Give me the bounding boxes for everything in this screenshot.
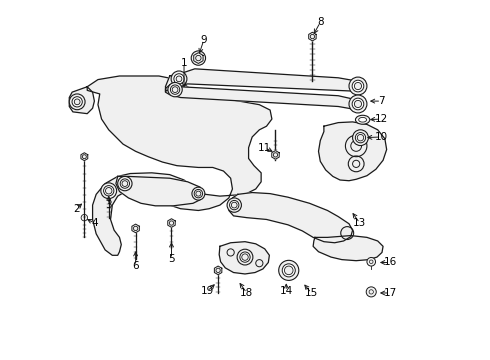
Text: 10: 10: [375, 132, 388, 142]
Circle shape: [192, 187, 205, 200]
Circle shape: [352, 80, 364, 92]
Polygon shape: [318, 122, 387, 181]
Circle shape: [171, 85, 180, 94]
Polygon shape: [87, 76, 272, 255]
Circle shape: [176, 76, 182, 82]
Circle shape: [353, 130, 368, 145]
Circle shape: [349, 77, 367, 95]
Circle shape: [279, 260, 299, 280]
Polygon shape: [313, 235, 383, 261]
Polygon shape: [69, 87, 95, 114]
Text: 2: 2: [73, 204, 80, 214]
Circle shape: [227, 198, 242, 212]
Circle shape: [357, 134, 364, 141]
Text: 4: 4: [91, 218, 98, 228]
Text: 3: 3: [105, 200, 112, 210]
Text: 14: 14: [280, 286, 293, 296]
Polygon shape: [116, 176, 204, 206]
Text: 15: 15: [305, 288, 318, 298]
Text: 9: 9: [200, 35, 207, 45]
Circle shape: [366, 287, 376, 297]
Circle shape: [194, 53, 203, 63]
Polygon shape: [132, 224, 139, 233]
Polygon shape: [194, 53, 203, 63]
Circle shape: [103, 186, 114, 196]
Text: 7: 7: [378, 96, 385, 106]
Circle shape: [285, 266, 293, 275]
Text: 17: 17: [384, 288, 397, 298]
Circle shape: [354, 100, 362, 108]
Ellipse shape: [359, 117, 367, 122]
Polygon shape: [272, 150, 279, 159]
Ellipse shape: [355, 115, 370, 124]
Circle shape: [352, 98, 364, 110]
Circle shape: [174, 74, 184, 84]
Text: 18: 18: [240, 288, 253, 298]
Circle shape: [101, 183, 117, 199]
Circle shape: [196, 55, 201, 61]
Circle shape: [69, 94, 85, 110]
Polygon shape: [166, 85, 360, 109]
Circle shape: [191, 51, 205, 65]
Text: 6: 6: [132, 261, 139, 271]
Circle shape: [194, 189, 202, 198]
Circle shape: [367, 257, 375, 266]
Text: 19: 19: [201, 286, 214, 296]
Circle shape: [196, 191, 201, 196]
Polygon shape: [309, 32, 316, 41]
Circle shape: [282, 264, 295, 277]
Polygon shape: [166, 69, 360, 91]
Circle shape: [72, 97, 82, 107]
Polygon shape: [215, 266, 222, 275]
Circle shape: [231, 202, 237, 208]
Circle shape: [355, 132, 366, 143]
Circle shape: [354, 82, 362, 90]
Circle shape: [240, 252, 250, 262]
Circle shape: [122, 181, 128, 186]
Circle shape: [237, 249, 253, 265]
Text: 12: 12: [375, 114, 388, 124]
Text: 5: 5: [168, 254, 175, 264]
Circle shape: [105, 188, 112, 194]
Polygon shape: [219, 242, 270, 274]
Circle shape: [349, 95, 367, 113]
Circle shape: [230, 201, 239, 210]
Circle shape: [74, 99, 80, 105]
Polygon shape: [81, 153, 88, 161]
Text: 11: 11: [258, 143, 271, 153]
Text: 13: 13: [353, 218, 367, 228]
Circle shape: [172, 87, 178, 93]
Circle shape: [171, 71, 187, 87]
Polygon shape: [229, 193, 353, 243]
Circle shape: [118, 176, 132, 191]
Text: 8: 8: [317, 17, 323, 27]
Circle shape: [242, 254, 248, 260]
Circle shape: [168, 82, 182, 97]
Text: 1: 1: [181, 58, 187, 68]
Text: 16: 16: [384, 257, 397, 267]
Polygon shape: [168, 219, 175, 227]
Circle shape: [120, 179, 129, 188]
